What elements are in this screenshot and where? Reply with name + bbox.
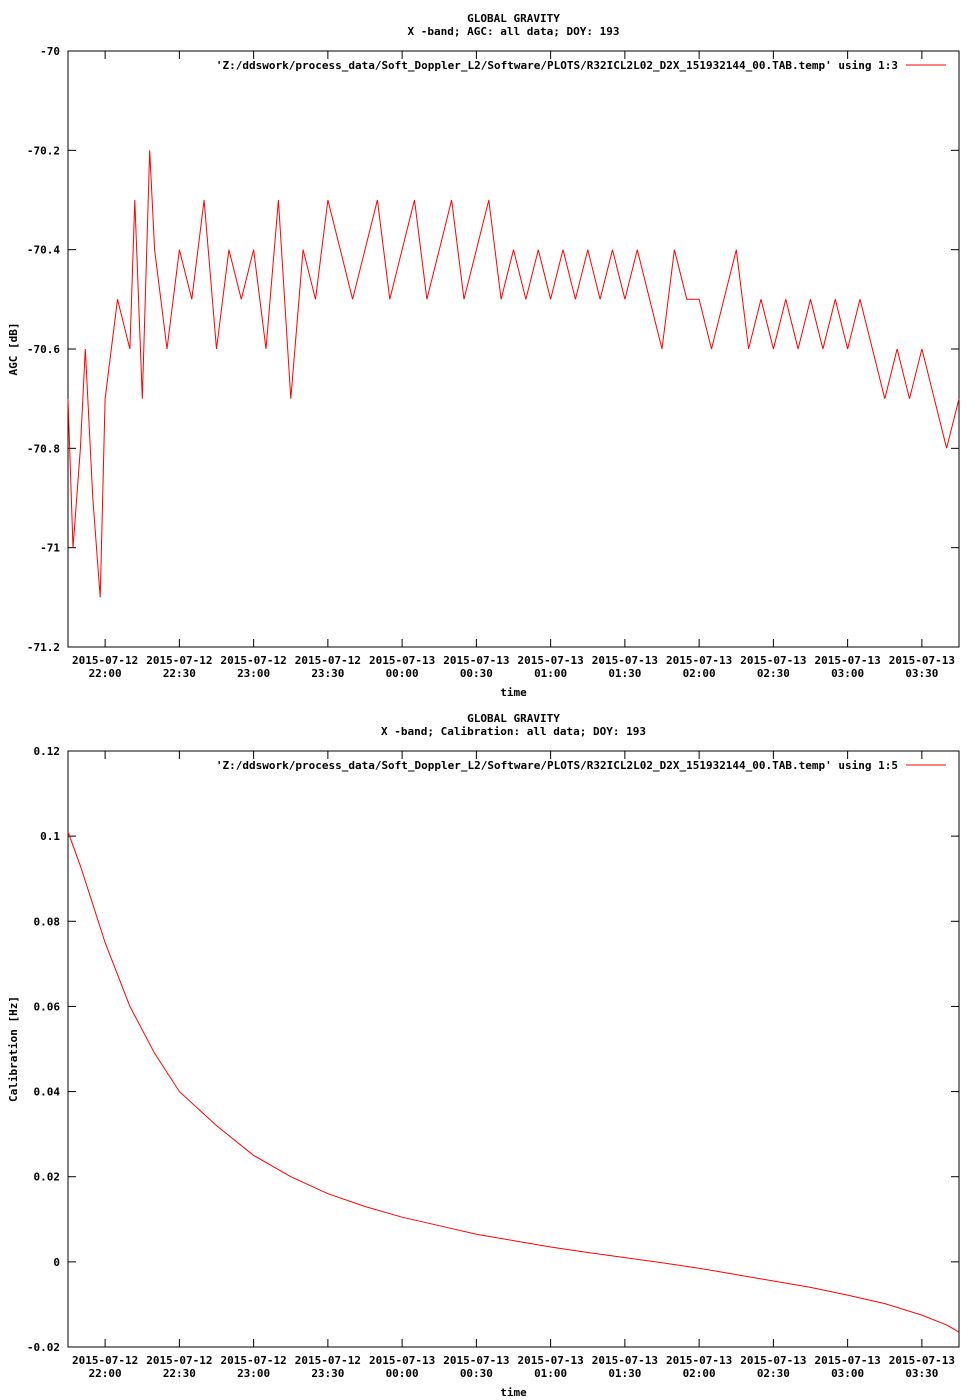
- x-tick-date-label: 2015-07-13: [740, 654, 806, 667]
- legend-label: 'Z:/ddswork/process_data/Soft_Doppler_L2…: [216, 759, 898, 772]
- chart-title: GLOBAL GRAVITY: [467, 12, 560, 25]
- y-tick-label: -70.4: [27, 244, 60, 257]
- x-tick-time-label: 02:30: [757, 1367, 790, 1380]
- x-tick-time-label: 23:00: [237, 667, 270, 680]
- x-tick-time-label: 01:00: [534, 1367, 567, 1380]
- x-tick-date-label: 2015-07-12: [295, 1354, 361, 1367]
- x-tick-time-label: 00:00: [386, 1367, 419, 1380]
- x-tick-date-label: 2015-07-13: [889, 654, 955, 667]
- y-tick-label: 0.06: [34, 1000, 61, 1013]
- x-tick-time-label: 03:00: [831, 1367, 864, 1380]
- x-tick-time-label: 22:00: [89, 1367, 122, 1380]
- x-tick-date-label: 2015-07-12: [72, 1354, 138, 1367]
- y-axis-label: Calibration [Hz]: [7, 996, 20, 1102]
- x-tick-time-label: 02:00: [683, 667, 716, 680]
- plot-frame: [67, 50, 960, 648]
- y-tick-label: 0.02: [34, 1171, 61, 1184]
- y-tick-label: -71.2: [27, 641, 60, 654]
- x-tick-date-label: 2015-07-12: [221, 654, 287, 667]
- x-tick-date-label: 2015-07-13: [443, 654, 509, 667]
- y-tick-label: -70.8: [27, 442, 60, 455]
- x-tick-date-label: 2015-07-12: [146, 1354, 212, 1367]
- x-tick-date-label: 2015-07-13: [740, 1354, 806, 1367]
- x-tick-date-label: 2015-07-13: [815, 654, 881, 667]
- x-tick-date-label: 2015-07-12: [221, 1354, 287, 1367]
- series-line: [67, 831, 960, 1333]
- x-tick-time-label: 23:30: [311, 1367, 344, 1380]
- x-tick-time-label: 22:30: [163, 667, 196, 680]
- series-line: [67, 150, 960, 598]
- x-tick-time-label: 02:30: [757, 667, 790, 680]
- y-tick-label: -70: [40, 45, 60, 58]
- x-tick-time-label: 22:00: [89, 667, 122, 680]
- x-tick-time-label: 22:30: [163, 1367, 196, 1380]
- x-tick-date-label: 2015-07-13: [443, 1354, 509, 1367]
- y-tick-label: 0: [53, 1256, 60, 1269]
- chart-subtitle: X -band; Calibration: all data; DOY: 193: [381, 725, 646, 738]
- y-tick-label: 0.04: [34, 1086, 61, 1099]
- x-tick-date-label: 2015-07-13: [666, 1354, 732, 1367]
- y-tick-label: -70.6: [27, 343, 60, 356]
- x-tick-date-label: 2015-07-12: [295, 654, 361, 667]
- y-tick-label: -71: [40, 542, 60, 555]
- x-tick-date-label: 2015-07-13: [369, 654, 435, 667]
- y-tick-label: -0.02: [27, 1341, 60, 1354]
- y-axis-label: AGC [dB]: [7, 323, 20, 376]
- y-tick-label: 0.08: [34, 915, 61, 928]
- x-tick-time-label: 23:00: [237, 1367, 270, 1380]
- x-tick-time-label: 00:00: [386, 667, 419, 680]
- x-tick-date-label: 2015-07-13: [518, 1354, 584, 1367]
- y-tick-label: 0.1: [40, 830, 60, 843]
- plot-frame: [67, 750, 960, 1348]
- x-tick-time-label: 02:00: [683, 1367, 716, 1380]
- x-tick-date-label: 2015-07-13: [592, 1354, 658, 1367]
- x-axis-label: time: [500, 1386, 527, 1399]
- x-tick-time-label: 00:30: [460, 1367, 493, 1380]
- x-tick-time-label: 03:30: [905, 667, 938, 680]
- y-tick-label: 0.12: [34, 745, 61, 758]
- x-tick-date-label: 2015-07-13: [518, 654, 584, 667]
- y-tick-label: -70.2: [27, 144, 60, 157]
- legend-label: 'Z:/ddswork/process_data/Soft_Doppler_L2…: [216, 59, 898, 72]
- chart-title: GLOBAL GRAVITY: [467, 712, 560, 725]
- x-tick-date-label: 2015-07-13: [889, 1354, 955, 1367]
- x-tick-date-label: 2015-07-13: [815, 1354, 881, 1367]
- chart-subtitle: X -band; AGC: all data; DOY: 193: [408, 25, 620, 38]
- x-tick-date-label: 2015-07-13: [369, 1354, 435, 1367]
- x-axis-label: time: [500, 686, 527, 699]
- x-tick-time-label: 23:30: [311, 667, 344, 680]
- x-tick-time-label: 01:30: [608, 667, 641, 680]
- x-tick-date-label: 2015-07-13: [592, 654, 658, 667]
- x-tick-time-label: 03:30: [905, 1367, 938, 1380]
- x-tick-time-label: 01:00: [534, 667, 567, 680]
- x-tick-time-label: 00:30: [460, 667, 493, 680]
- x-tick-date-label: 2015-07-12: [72, 654, 138, 667]
- x-tick-time-label: 01:30: [608, 1367, 641, 1380]
- x-tick-date-label: 2015-07-12: [146, 654, 212, 667]
- x-tick-date-label: 2015-07-13: [666, 654, 732, 667]
- x-tick-time-label: 03:00: [831, 667, 864, 680]
